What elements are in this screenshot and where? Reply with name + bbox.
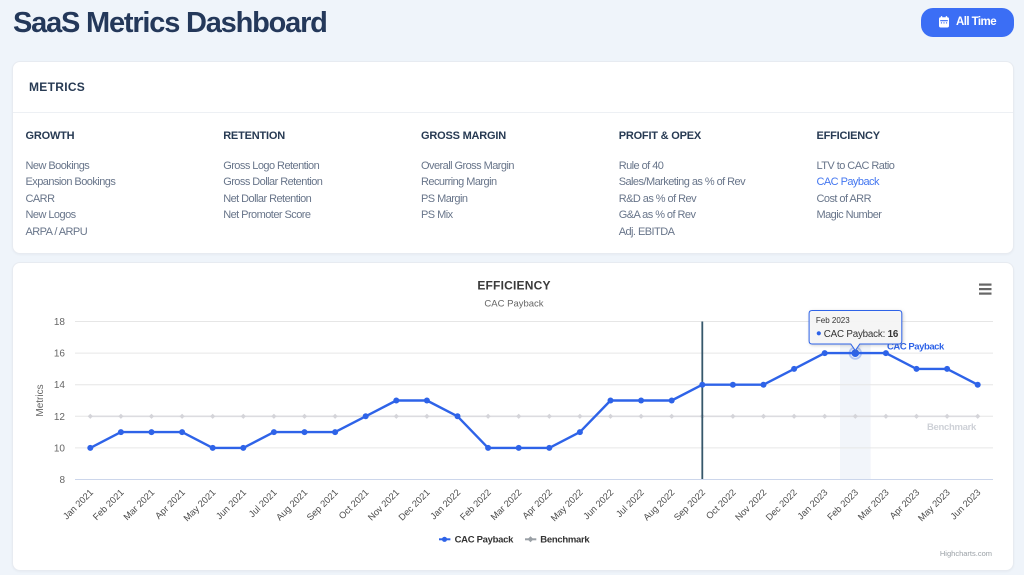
svg-text:14: 14 [54,380,66,391]
svg-text:Jan 2023: Jan 2023 [795,487,829,521]
svg-text:Nov 2022: Nov 2022 [733,487,768,522]
svg-text:Mar 2022: Mar 2022 [489,487,524,522]
svg-text:Metrics: Metrics [35,384,46,416]
svg-text:Jun 2021: Jun 2021 [214,487,248,521]
svg-text:Aug 2022: Aug 2022 [641,487,676,522]
svg-text:CAC Payback: CAC Payback [455,535,514,546]
svg-text:Jun 2022: Jun 2022 [581,487,615,521]
svg-text:Feb 2022: Feb 2022 [458,487,493,522]
svg-text:CAC Payback: 16: CAC Payback: 16 [824,329,899,340]
svg-text:Sep 2022: Sep 2022 [672,487,707,522]
svg-text:Benchmark: Benchmark [540,535,590,546]
svg-text:Jan 2021: Jan 2021 [61,487,95,521]
svg-text:EFFICIENCY: EFFICIENCY [477,279,550,293]
svg-text:Benchmark: Benchmark [927,422,977,433]
svg-text:16: 16 [54,349,66,360]
svg-text:Dec 2022: Dec 2022 [764,487,799,522]
svg-text:Jun 2023: Jun 2023 [948,487,982,521]
svg-text:Aug 2021: Aug 2021 [274,487,309,522]
svg-text:Highcharts.com: Highcharts.com [940,549,992,558]
svg-text:Nov 2021: Nov 2021 [366,487,401,522]
svg-text:May 2021: May 2021 [182,487,218,523]
svg-text:Feb 2023: Feb 2023 [816,316,850,325]
svg-text:12: 12 [54,412,66,423]
svg-text:Mar 2023: Mar 2023 [856,487,891,522]
svg-text:18: 18 [54,317,66,328]
svg-text:May 2023: May 2023 [916,487,952,523]
svg-text:8: 8 [59,475,65,486]
svg-text:10: 10 [54,443,66,454]
svg-text:Feb 2021: Feb 2021 [91,487,126,522]
svg-text:CAC Payback: CAC Payback [484,299,543,310]
svg-text:Jan 2022: Jan 2022 [428,487,462,521]
svg-text:CAC Payback: CAC Payback [887,342,945,353]
svg-text:Dec 2021: Dec 2021 [397,487,432,522]
svg-text:Feb 2023: Feb 2023 [825,487,860,522]
svg-text:Mar 2021: Mar 2021 [122,487,157,522]
svg-text:Sep 2021: Sep 2021 [305,487,340,522]
svg-text:May 2022: May 2022 [549,487,585,523]
